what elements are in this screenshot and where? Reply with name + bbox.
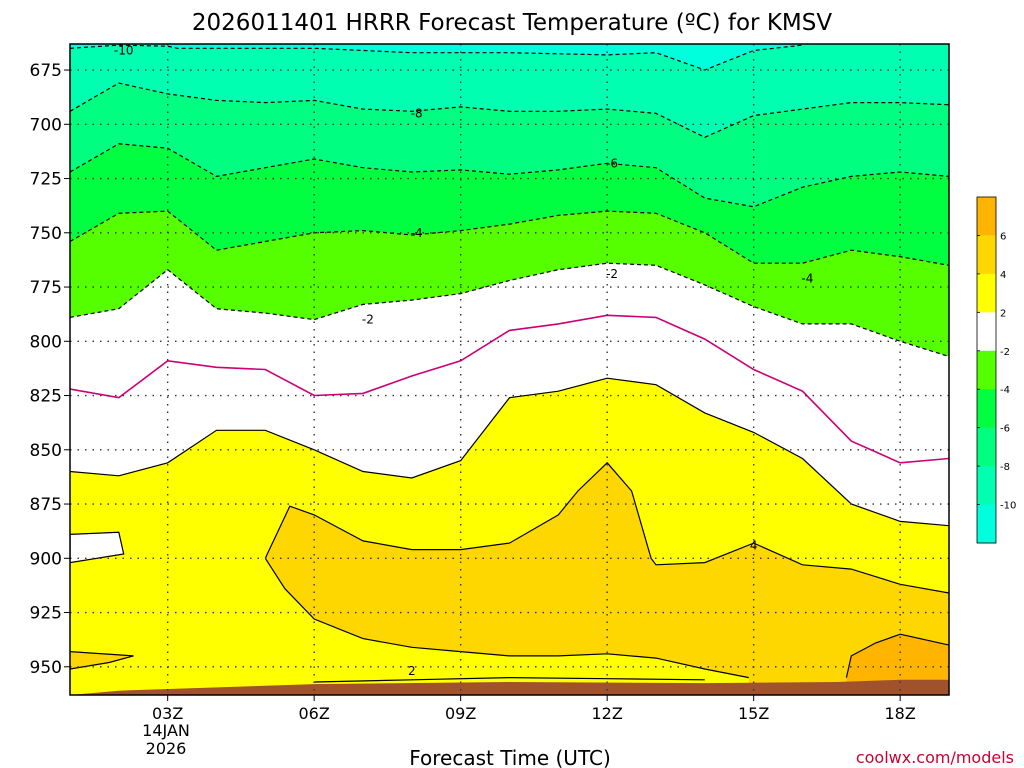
y-tick-label: 950 [30, 658, 62, 678]
y-tick-label: 800 [30, 332, 62, 352]
fill-region-m8 [70, 44, 949, 138]
x-tick-label: 12Z [592, 704, 623, 723]
contour-line [264, 557, 749, 679]
fill-region-4to6-left [70, 651, 134, 669]
x-axis-label: Forecast Time (UTC) [409, 746, 611, 768]
colorbar-label: 6 [1000, 231, 1006, 242]
y-tick-label: 925 [30, 604, 62, 624]
y-tick-label: 825 [30, 387, 62, 407]
y-tick-label: 850 [30, 441, 62, 461]
colorbar-swatch [977, 197, 996, 236]
x-tick-label: 18Z [885, 704, 916, 723]
colorbar-swatch [977, 427, 996, 467]
colorbar-swatch [977, 504, 996, 544]
colorbar-swatch [977, 235, 996, 275]
contour-line [70, 82, 949, 138]
y-tick-label: 750 [30, 224, 62, 244]
y-tick-label: 725 [30, 170, 62, 190]
y-tick-label: 900 [30, 549, 62, 569]
axes: 675 700 725 750 775 800 825 850 875 900 925 950 03Z 0… [30, 61, 916, 723]
colorbar-swatch [977, 350, 996, 390]
y-tick-label: 675 [30, 61, 62, 81]
contour-label: -8 [411, 106, 423, 120]
contour-line [845, 633, 949, 678]
chart-title: 2026011401 HRRR Forecast Temperature (ºC… [192, 10, 832, 36]
y-tick-label: 875 [30, 495, 62, 515]
credit-link[interactable]: coolwx.com/models [856, 748, 1014, 767]
contour-label: -2 [362, 313, 374, 327]
y-tick-label: 775 [30, 278, 62, 298]
contour-line [70, 44, 803, 71]
x-tick-label: 06Z [299, 704, 330, 723]
x-tick-label: 15Z [738, 704, 769, 723]
y-tick-label: 700 [30, 115, 62, 135]
date-line-1: 14JAN [142, 721, 190, 740]
contour-labels: -10 -8 -6 -4 -2 -4 -2 4 2 [114, 44, 813, 679]
contour-label: -6 [606, 156, 618, 170]
colorbar-label: -10 [1000, 501, 1016, 512]
contour-line [70, 531, 125, 564]
x-tick-label: 03Z [152, 704, 183, 723]
fill-region-white-pocket [70, 532, 124, 563]
ground-terrain [70, 679, 949, 695]
colorbar-swatch [977, 389, 996, 429]
colorbar-label: -2 [1000, 347, 1010, 358]
contour-label: -4 [801, 271, 813, 285]
contour-line [70, 210, 949, 266]
x-tick-label: 09Z [445, 704, 476, 723]
contour-label: 2 [408, 664, 416, 678]
colorbar-label: -6 [1000, 424, 1010, 435]
colorbar-swatch [977, 273, 996, 313]
colorbar-swatch [977, 312, 996, 352]
contour-line [70, 314, 949, 464]
colorbar-swatch [977, 466, 996, 506]
contour-label: -2 [606, 267, 618, 281]
colorbar-frame [976, 196, 997, 544]
contour-line [314, 676, 705, 683]
contour-line [70, 143, 949, 208]
colorbar: 6 4 2 -2 -4 -6 -8 -10 [976, 196, 1016, 544]
contour-label: -10 [114, 44, 134, 58]
plot-frame [69, 43, 950, 696]
fill-region-4to6 [265, 462, 949, 695]
contour-line [70, 377, 949, 527]
contour-label: 4 [750, 538, 758, 552]
colorbar-label: -4 [1000, 385, 1010, 396]
colorbar-label: -8 [1000, 462, 1010, 473]
date-line-2: 2026 [146, 739, 187, 758]
contour-line [70, 651, 134, 670]
colorbar-label: 2 [1000, 308, 1006, 319]
contour-line [264, 461, 949, 594]
colorbar-label: 4 [1000, 270, 1006, 281]
contour-label: -4 [411, 226, 423, 240]
contour-line [70, 262, 949, 358]
fill-region-m10 [70, 44, 803, 70]
